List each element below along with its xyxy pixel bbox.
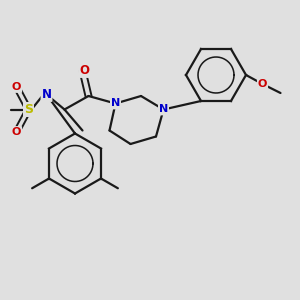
Text: N: N	[159, 104, 168, 115]
Text: O: O	[258, 79, 267, 89]
Text: O: O	[79, 64, 89, 77]
Text: O: O	[12, 82, 21, 92]
Text: N: N	[41, 88, 52, 101]
Text: N: N	[111, 98, 120, 109]
Text: O: O	[12, 127, 21, 137]
Text: S: S	[24, 103, 33, 116]
